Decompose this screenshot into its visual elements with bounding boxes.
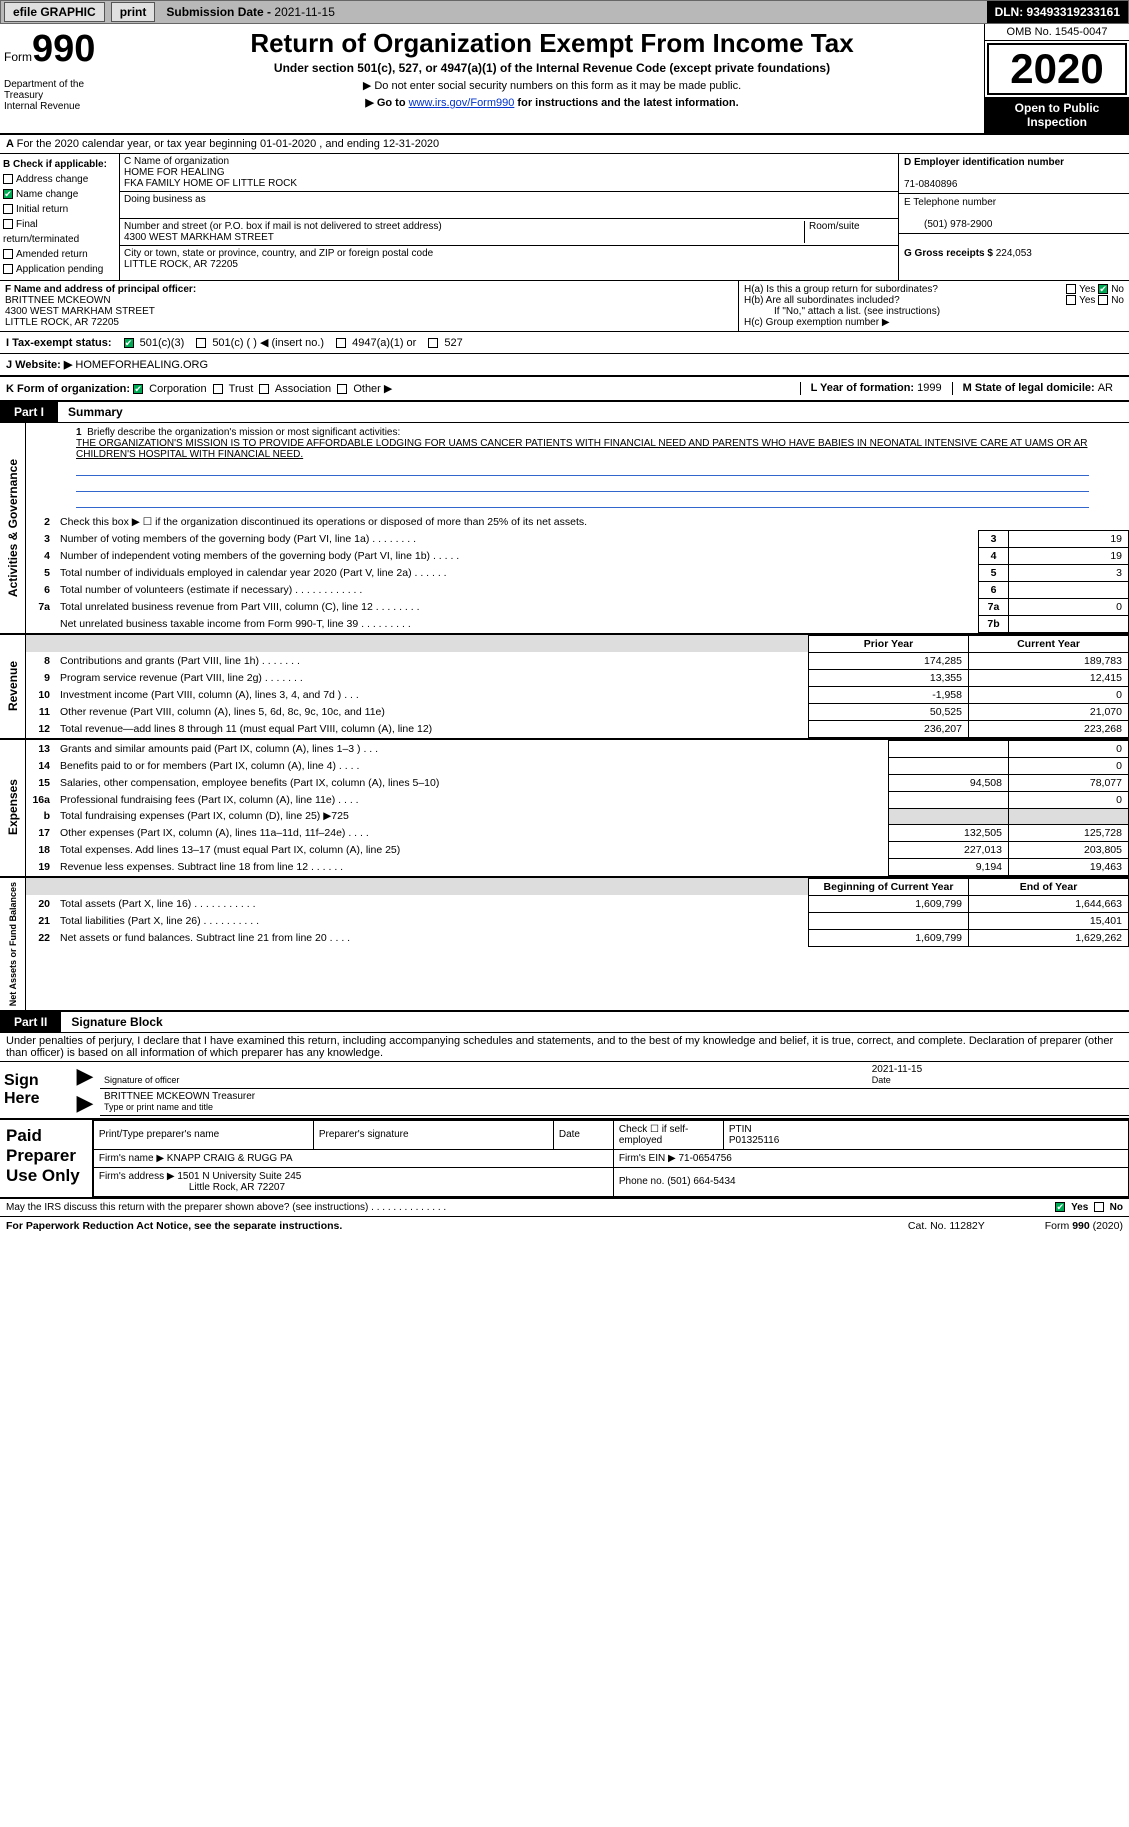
- column-d: D Employer identification number 71-0840…: [899, 154, 1129, 280]
- ha-row: H(a) Is this a group return for subordin…: [744, 284, 1124, 295]
- line-a: A For the 2020 calendar year, or tax yea…: [0, 135, 1129, 154]
- hc-row: H(c) Group exemption number ▶: [744, 317, 1124, 328]
- officer-name: BRITTNEE MCKEOWN: [5, 295, 111, 306]
- dln-label: DLN: 93493319233161: [987, 1, 1128, 23]
- column-b: B Check if applicable: Address change ✔N…: [0, 154, 120, 280]
- column-c: C Name of organization HOME FOR HEALING …: [120, 154, 899, 280]
- firm-ein: 71-0654756: [678, 1153, 731, 1164]
- cb-app-pending[interactable]: Application pending: [3, 264, 103, 275]
- cb-addr[interactable]: Address change: [3, 174, 88, 185]
- net-assets-section: Net Assets or Fund Balances Beginning of…: [0, 878, 1129, 1012]
- firm-phone: (501) 664-5434: [667, 1176, 735, 1187]
- net-assets-table: Beginning of Current YearEnd of Year20To…: [26, 878, 1129, 947]
- website-url: HOMEFORHEALING.ORG: [72, 359, 208, 371]
- cb-final[interactable]: Final return/terminated: [3, 219, 79, 245]
- tax-status-row: I Tax-exempt status: ✔ 501(c)(3) 501(c) …: [0, 332, 1129, 354]
- cb-initial[interactable]: Initial return: [3, 204, 68, 215]
- street-address: 4300 WEST MARKHAM STREET: [124, 232, 274, 243]
- efile-button[interactable]: efile GRAPHIC: [4, 2, 105, 22]
- activities-governance: Activities & Governance 1 Briefly descri…: [0, 423, 1129, 635]
- entity-block: B Check if applicable: Address change ✔N…: [0, 154, 1129, 281]
- cb-name[interactable]: ✔Name change: [3, 189, 78, 200]
- mission-text: THE ORGANIZATION'S MISSION IS TO PROVIDE…: [76, 438, 1088, 460]
- phone: (501) 978-2900: [904, 219, 992, 230]
- footer: For Paperwork Reduction Act Notice, see …: [0, 1216, 1129, 1235]
- city-state-zip: LITTLE ROCK, AR 72205: [124, 259, 238, 270]
- arrow-icon: ▶: [70, 1063, 100, 1089]
- dept-label: Department of the Treasury Internal Reve…: [4, 79, 116, 112]
- f-h-block: F Name and address of principal officer:…: [0, 281, 1129, 332]
- firm-name: KNAPP CRAIG & RUGG PA: [167, 1153, 293, 1164]
- revenue-table: Prior YearCurrent Year8Contributions and…: [26, 635, 1129, 738]
- cb-amended[interactable]: Amended return: [3, 249, 88, 260]
- top-toolbar: efile GRAPHIC print Submission Date - 20…: [0, 0, 1129, 24]
- arrow-icon: ▶: [70, 1090, 100, 1116]
- part2-header: Part II Signature Block: [0, 1012, 1129, 1033]
- form-word: Form: [4, 50, 32, 64]
- website-note: ▶ Go to www.irs.gov/Form990 for instruct…: [124, 96, 980, 109]
- tax-year-box: 2020: [987, 43, 1127, 95]
- ptin: P01325116: [729, 1135, 779, 1146]
- sign-here-block: Sign Here ▶ Signature of officer 2021-11…: [0, 1061, 1129, 1118]
- org-name-2: FKA FAMILY HOME OF LITTLE ROCK: [124, 178, 297, 189]
- org-name-1: HOME FOR HEALING: [124, 167, 225, 178]
- page-title: Return of Organization Exempt From Incom…: [124, 28, 980, 59]
- discuss-row: May the IRS discuss this return with the…: [0, 1199, 1129, 1216]
- website-row: J Website: ▶ HOMEFORHEALING.ORG: [0, 354, 1129, 377]
- revenue-section: Revenue Prior YearCurrent Year8Contribut…: [0, 635, 1129, 740]
- ein: 71-0840896: [904, 179, 957, 190]
- form-number: 990: [32, 28, 95, 70]
- expenses-section: Expenses 13Grants and similar amounts pa…: [0, 740, 1129, 878]
- omb-number: OMB No. 1545-0047: [985, 24, 1129, 41]
- expenses-table: 13Grants and similar amounts paid (Part …: [26, 740, 1129, 876]
- submission-date: Submission Date - 2021-11-15: [158, 3, 343, 21]
- sig-date: 2021-11-15: [872, 1064, 922, 1075]
- print-button[interactable]: print: [111, 2, 156, 22]
- hb-row: H(b) Are all subordinates included? Yes …: [744, 295, 1124, 306]
- page-subtitle: Under section 501(c), 527, or 4947(a)(1)…: [124, 61, 980, 75]
- irs-link[interactable]: www.irs.gov/Form990: [409, 97, 515, 109]
- governance-table: 2Check this box ▶ ☐ if the organization …: [26, 514, 1129, 633]
- open-to-public: Open to Public Inspection: [985, 97, 1129, 133]
- signature-declaration: Under penalties of perjury, I declare th…: [0, 1033, 1129, 1061]
- part1-header: Part I Summary: [0, 402, 1129, 423]
- paid-preparer-block: Paid Preparer Use Only Print/Type prepar…: [0, 1118, 1129, 1199]
- form-header: Form990 Department of the Treasury Inter…: [0, 24, 1129, 135]
- k-row: K Form of organization: ✔ Corporation Tr…: [0, 377, 1129, 402]
- ssn-note: ▶ Do not enter social security numbers o…: [124, 79, 980, 92]
- gross-receipts: 224,053: [996, 248, 1032, 259]
- officer-sig-name: BRITTNEE MCKEOWN Treasurer: [104, 1091, 255, 1102]
